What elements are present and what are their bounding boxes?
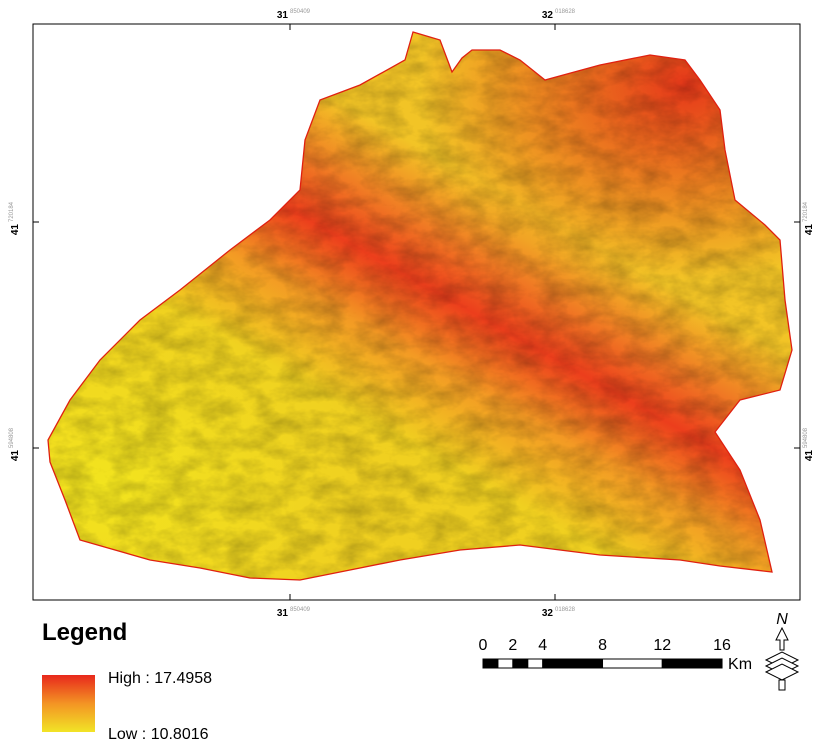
grid-major: 31 [277, 10, 289, 21]
scale-bar: 0 2 4 8 12 16 Km [479, 637, 752, 673]
grid-major: 41 [804, 224, 814, 236]
grid-minor: 720184 [9, 201, 15, 222]
grid-minor: 720184 [803, 201, 809, 222]
north-label: N [776, 611, 788, 628]
grid-major: 32 [542, 608, 554, 619]
legend-high: High : 17.4958 [108, 670, 212, 687]
scale-segment [483, 659, 498, 668]
scale-label: 0 [479, 637, 488, 654]
scale-label: 8 [598, 637, 607, 654]
scale-segment [543, 659, 603, 668]
grid-side-label: 41 594808 [803, 427, 814, 461]
grid-side-label: 41 594808 [9, 427, 21, 461]
scale-segment [498, 659, 513, 668]
map-layout: 3185040932018628318504093201862841720184… [0, 0, 814, 747]
grid-minor: 850409 [290, 9, 311, 15]
legend-ramp [42, 675, 95, 732]
legend-low: Low : 10.8016 [108, 726, 209, 743]
grid-side-label: 41 720184 [803, 201, 814, 235]
scale-unit: Km [728, 656, 752, 673]
grid-minor: 018628 [555, 607, 576, 613]
scale-segment [662, 659, 722, 668]
scale-segment [603, 659, 663, 668]
scale-label: 4 [538, 637, 547, 654]
scale-segment [513, 659, 528, 668]
scale-label: 16 [713, 637, 731, 654]
grid-major: 31 [277, 608, 289, 619]
north-arrow: N [766, 611, 798, 690]
grid-side-label: 41 720184 [9, 201, 21, 235]
scale-label: 2 [508, 637, 517, 654]
grid-major: 41 [10, 224, 21, 236]
scale-segment [528, 659, 543, 668]
grid-major: 41 [804, 450, 814, 462]
scale-label: 12 [653, 637, 671, 654]
grid-minor: 594808 [803, 427, 809, 448]
grid-minor: 850409 [290, 607, 311, 613]
legend-title: Legend [42, 619, 127, 646]
grid-minor: 018628 [555, 9, 576, 15]
grid-major: 32 [542, 10, 554, 21]
grid-major: 41 [10, 450, 21, 462]
grid-minor: 594808 [9, 427, 15, 448]
